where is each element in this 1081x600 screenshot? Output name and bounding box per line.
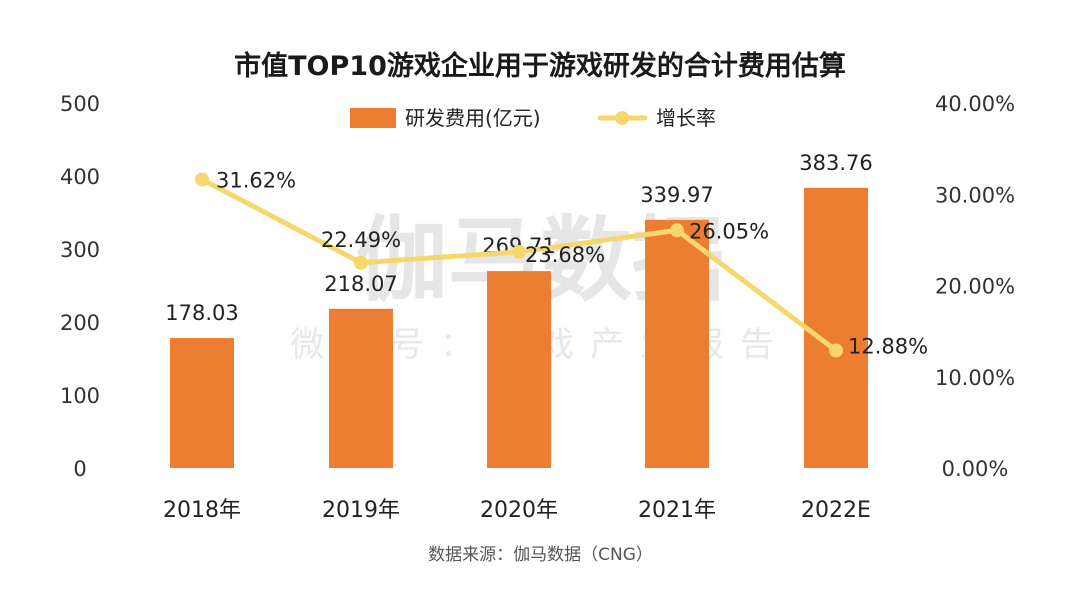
growth-rate-point xyxy=(670,223,684,238)
chart-title: 市值TOP10游戏企业用于游戏研发的合计费用估算 xyxy=(234,50,846,82)
category-label: 2022E xyxy=(801,498,871,523)
growth-rate-point xyxy=(829,343,843,358)
right-tick-label: 40.00% xyxy=(935,92,1015,116)
left-y-axis: 0 100 200 300 400 500 xyxy=(60,92,100,481)
growth-rate-point xyxy=(354,255,368,270)
right-tick-label: 30.00% xyxy=(935,183,1015,207)
legend: 研发费用(亿元) 增长率 xyxy=(350,106,716,130)
bar xyxy=(329,308,393,468)
bar xyxy=(487,271,551,468)
category-label: 2021年 xyxy=(638,498,716,523)
category-label: 2018年 xyxy=(163,498,241,523)
bar-value-label: 218.07 xyxy=(324,272,397,296)
bar-value-label: 383.76 xyxy=(799,151,872,175)
left-tick-label: 300 xyxy=(60,238,100,262)
growth-rate-label: 31.62% xyxy=(216,168,296,192)
right-tick-label: 0.00% xyxy=(942,457,1009,481)
growth-rate-label: 22.49% xyxy=(321,228,401,252)
growth-rate-point xyxy=(195,172,209,187)
category-label: 2020年 xyxy=(480,498,558,523)
growth-rate-label: 26.05% xyxy=(689,219,769,243)
legend-bar-swatch xyxy=(350,108,396,128)
legend-line-marker xyxy=(615,111,629,125)
bar xyxy=(170,338,234,468)
bar xyxy=(804,187,868,468)
left-tick-label: 400 xyxy=(60,165,100,189)
legend-line-label: 增长率 xyxy=(656,106,716,130)
growth-rate-label: 23.68% xyxy=(525,243,605,267)
left-tick-label: 100 xyxy=(60,384,100,408)
growth-rate-label: 12.88% xyxy=(848,334,928,358)
growth-rate-point xyxy=(512,244,526,259)
right-tick-label: 10.00% xyxy=(935,366,1015,390)
left-tick-label: 0 xyxy=(73,457,86,481)
source-note: 数据来源：伽马数据（CNG） xyxy=(428,545,653,565)
left-tick-label: 500 xyxy=(60,92,100,116)
right-tick-label: 20.00% xyxy=(935,275,1015,299)
left-tick-label: 200 xyxy=(60,311,100,335)
legend-bar-label: 研发费用(亿元) xyxy=(405,106,541,130)
bar xyxy=(645,219,709,468)
right-y-axis: 0.00% 10.00% 20.00% 30.00% 40.00% xyxy=(935,92,1015,481)
bar-value-label: 339.97 xyxy=(640,183,713,207)
category-label: 2019年 xyxy=(322,498,400,523)
chart-svg: 伽马数据 微信号：游戏产业报告 市值TOP10游戏企业用于游戏研发的合计费用估算… xyxy=(60,50,1015,523)
x-axis-categories: 2018年 2019年 2020年 2021年 2022E xyxy=(163,498,871,523)
bar-value-label: 178.03 xyxy=(165,301,238,325)
line-series: 31.62% 22.49% 23.68% 26.05% 12.88% xyxy=(195,168,928,358)
